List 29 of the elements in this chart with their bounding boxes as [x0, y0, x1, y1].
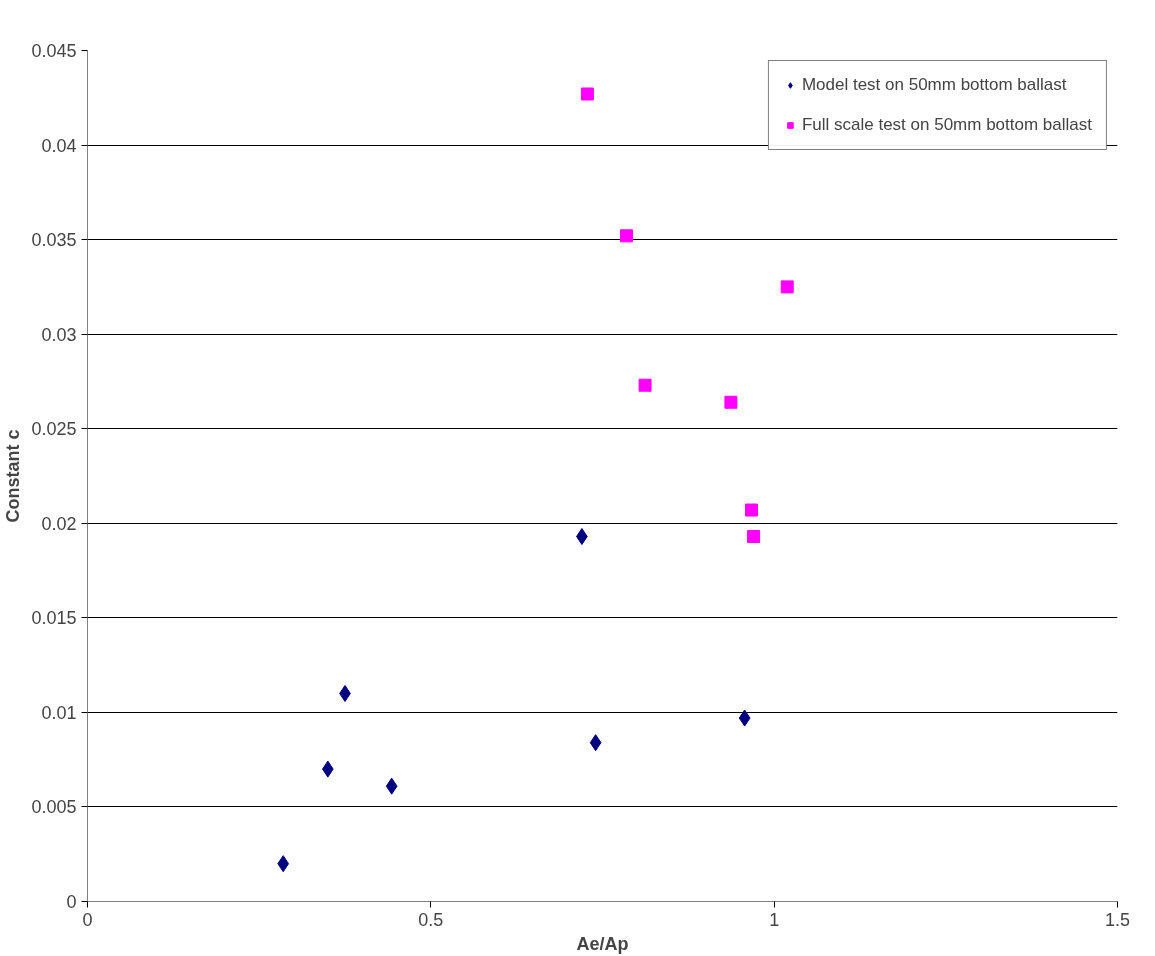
y-tick-label: 0.045 [31, 41, 77, 61]
point [745, 503, 759, 517]
point [580, 87, 594, 101]
point [747, 530, 761, 544]
y-tick-label: 0.01 [41, 702, 77, 723]
point [589, 734, 602, 752]
x-tick-label: 1.5 [1104, 909, 1131, 930]
y-tick-label: 0.04 [41, 135, 77, 156]
y-tick-label: 0.005 [31, 797, 77, 818]
y-tick-label: 0.03 [41, 324, 77, 345]
x-tick-label: 1 [769, 909, 780, 930]
legend-label: Model test on 50mm bottom ballast [801, 75, 1067, 95]
y-tick-label: 0.025 [31, 419, 77, 440]
point [277, 855, 290, 873]
y-tick-label: 0.015 [31, 608, 77, 629]
y-tick-label: 0.035 [31, 230, 77, 251]
y-tick-label: 0 [66, 892, 77, 912]
x-tick-label: 0 [82, 909, 93, 930]
y-tick-label: 0.02 [41, 513, 77, 534]
y-axis-title: Constant c [3, 429, 24, 523]
point [620, 229, 634, 243]
point [638, 378, 652, 392]
point [385, 777, 398, 795]
point [724, 395, 738, 409]
legend-label: Full scale test on 50mm bottom ballast [801, 115, 1092, 135]
point [738, 709, 751, 727]
x-tick-label: 0.5 [418, 909, 444, 930]
point [780, 280, 794, 294]
x-axis-title: Ae/Ap [576, 933, 629, 954]
